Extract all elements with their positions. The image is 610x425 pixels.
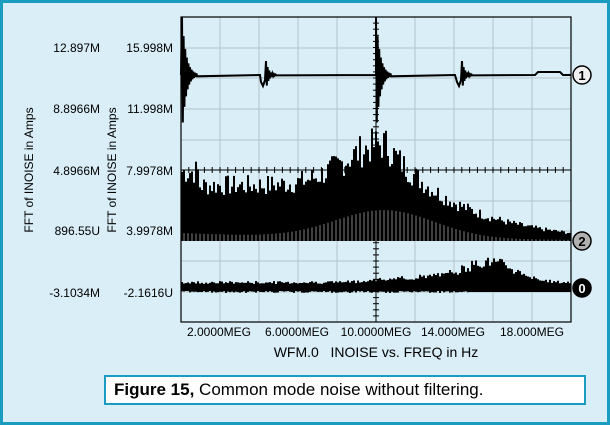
trace-marker-1-label: 1 xyxy=(578,68,585,83)
y2-tick: 7.9978M xyxy=(126,164,173,178)
trace-1-line xyxy=(180,16,571,123)
y1-axis-label: FFT of INOISE in Amps xyxy=(22,107,36,232)
y2-tick: 11.998M xyxy=(127,102,173,116)
trace-marker-2[interactable]: 2 xyxy=(572,231,592,251)
caption-label: Figure 15, xyxy=(114,380,195,399)
y2-tick: 3.9978M xyxy=(126,224,173,238)
x-tick: 18.000MEG xyxy=(500,325,564,339)
traces xyxy=(180,16,571,322)
y1-tick: 4.8966M xyxy=(53,164,100,178)
x-axis-label: WFM.0 INOISE vs. FREQ in Hz xyxy=(274,344,479,360)
y2-axis-label: FFT of INOISE in Amps xyxy=(105,107,119,232)
y2-tick: 15.998M xyxy=(126,41,173,55)
figure-caption: Figure 15, Common mode noise without fil… xyxy=(104,375,586,405)
y1-tick: 8.8966M xyxy=(53,102,100,116)
trace-marker-0[interactable]: 0 xyxy=(572,278,592,298)
y1-tick: 896.55U xyxy=(55,224,100,238)
trace-marker-2-label: 2 xyxy=(578,234,585,249)
plot-border xyxy=(180,16,572,323)
trace-marker-0-label: 0 xyxy=(578,281,585,296)
trace-marker-1[interactable]: 1 xyxy=(572,65,592,85)
y1-tick: 12.897M xyxy=(53,41,100,55)
x-tick: 14.000MEG xyxy=(421,325,485,339)
caption-text: Common mode noise without filtering. xyxy=(194,380,484,399)
x-tick: 6.0000MEG xyxy=(265,325,329,339)
y1-tick: -3.1034M xyxy=(49,286,100,300)
y2-tick: -2.1616U xyxy=(124,286,173,300)
x-tick: 10.0000MEG xyxy=(341,325,412,339)
x-tick: 2.0000MEG xyxy=(187,325,251,339)
